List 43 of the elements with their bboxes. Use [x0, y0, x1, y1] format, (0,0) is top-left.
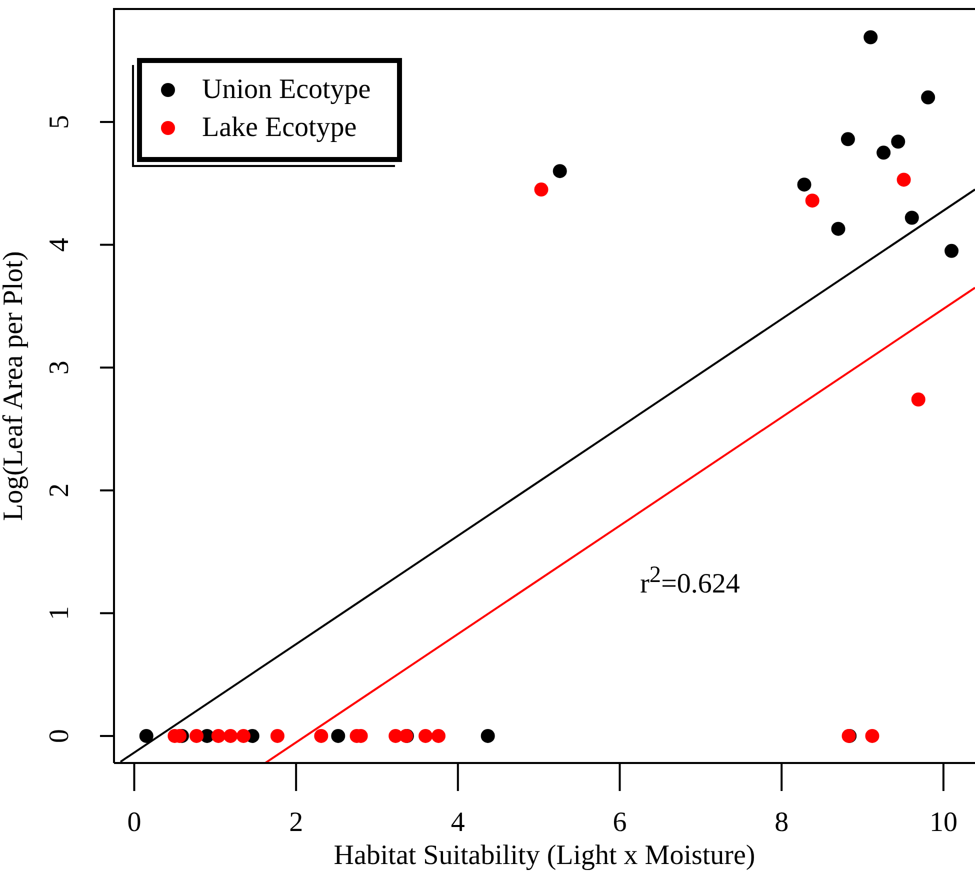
y-tick-label: 2 — [44, 483, 75, 498]
point — [139, 728, 154, 743]
point — [224, 728, 238, 743]
annotation: r$^{2}$=0.624 — [639, 562, 741, 600]
x-tick-label: 2 — [289, 806, 304, 838]
x-tick-label: 4 — [450, 806, 465, 838]
legend-label: Lake Ecotype — [202, 111, 357, 145]
point — [831, 222, 846, 236]
y-tick-label: 5 — [44, 114, 75, 129]
point — [805, 194, 820, 208]
point — [797, 178, 812, 192]
point — [331, 728, 346, 743]
x-axis-title: Habitat Suitability (Light x Moisture) — [334, 840, 756, 871]
y-tick-label: 0 — [44, 728, 75, 743]
point — [236, 728, 250, 743]
x-tick-label: 8 — [774, 806, 789, 838]
point — [876, 146, 891, 160]
point — [418, 728, 433, 743]
x-tick-label: 6 — [612, 806, 627, 838]
point — [270, 728, 284, 743]
point — [480, 728, 495, 743]
point — [944, 244, 959, 258]
point — [552, 164, 567, 178]
x-tick-label: 0 — [127, 806, 142, 838]
point — [534, 182, 548, 197]
point — [864, 30, 878, 44]
point — [314, 728, 328, 743]
point — [840, 132, 855, 146]
y-tick-label: 4 — [44, 238, 75, 252]
y-tick-label: 1 — [44, 606, 75, 620]
point — [211, 728, 226, 743]
legend-label: Union Ecotype — [202, 73, 371, 107]
point — [865, 728, 880, 743]
point — [190, 728, 204, 743]
y-axis-title: Log(Leaf Area per Plot) — [0, 251, 29, 521]
x-tick-label: 10 — [929, 806, 958, 838]
y-tick-label: 3 — [44, 360, 75, 375]
point — [891, 134, 906, 149]
point — [896, 172, 911, 187]
point — [921, 90, 936, 104]
point — [431, 728, 446, 743]
point — [904, 210, 919, 225]
point — [911, 392, 926, 407]
